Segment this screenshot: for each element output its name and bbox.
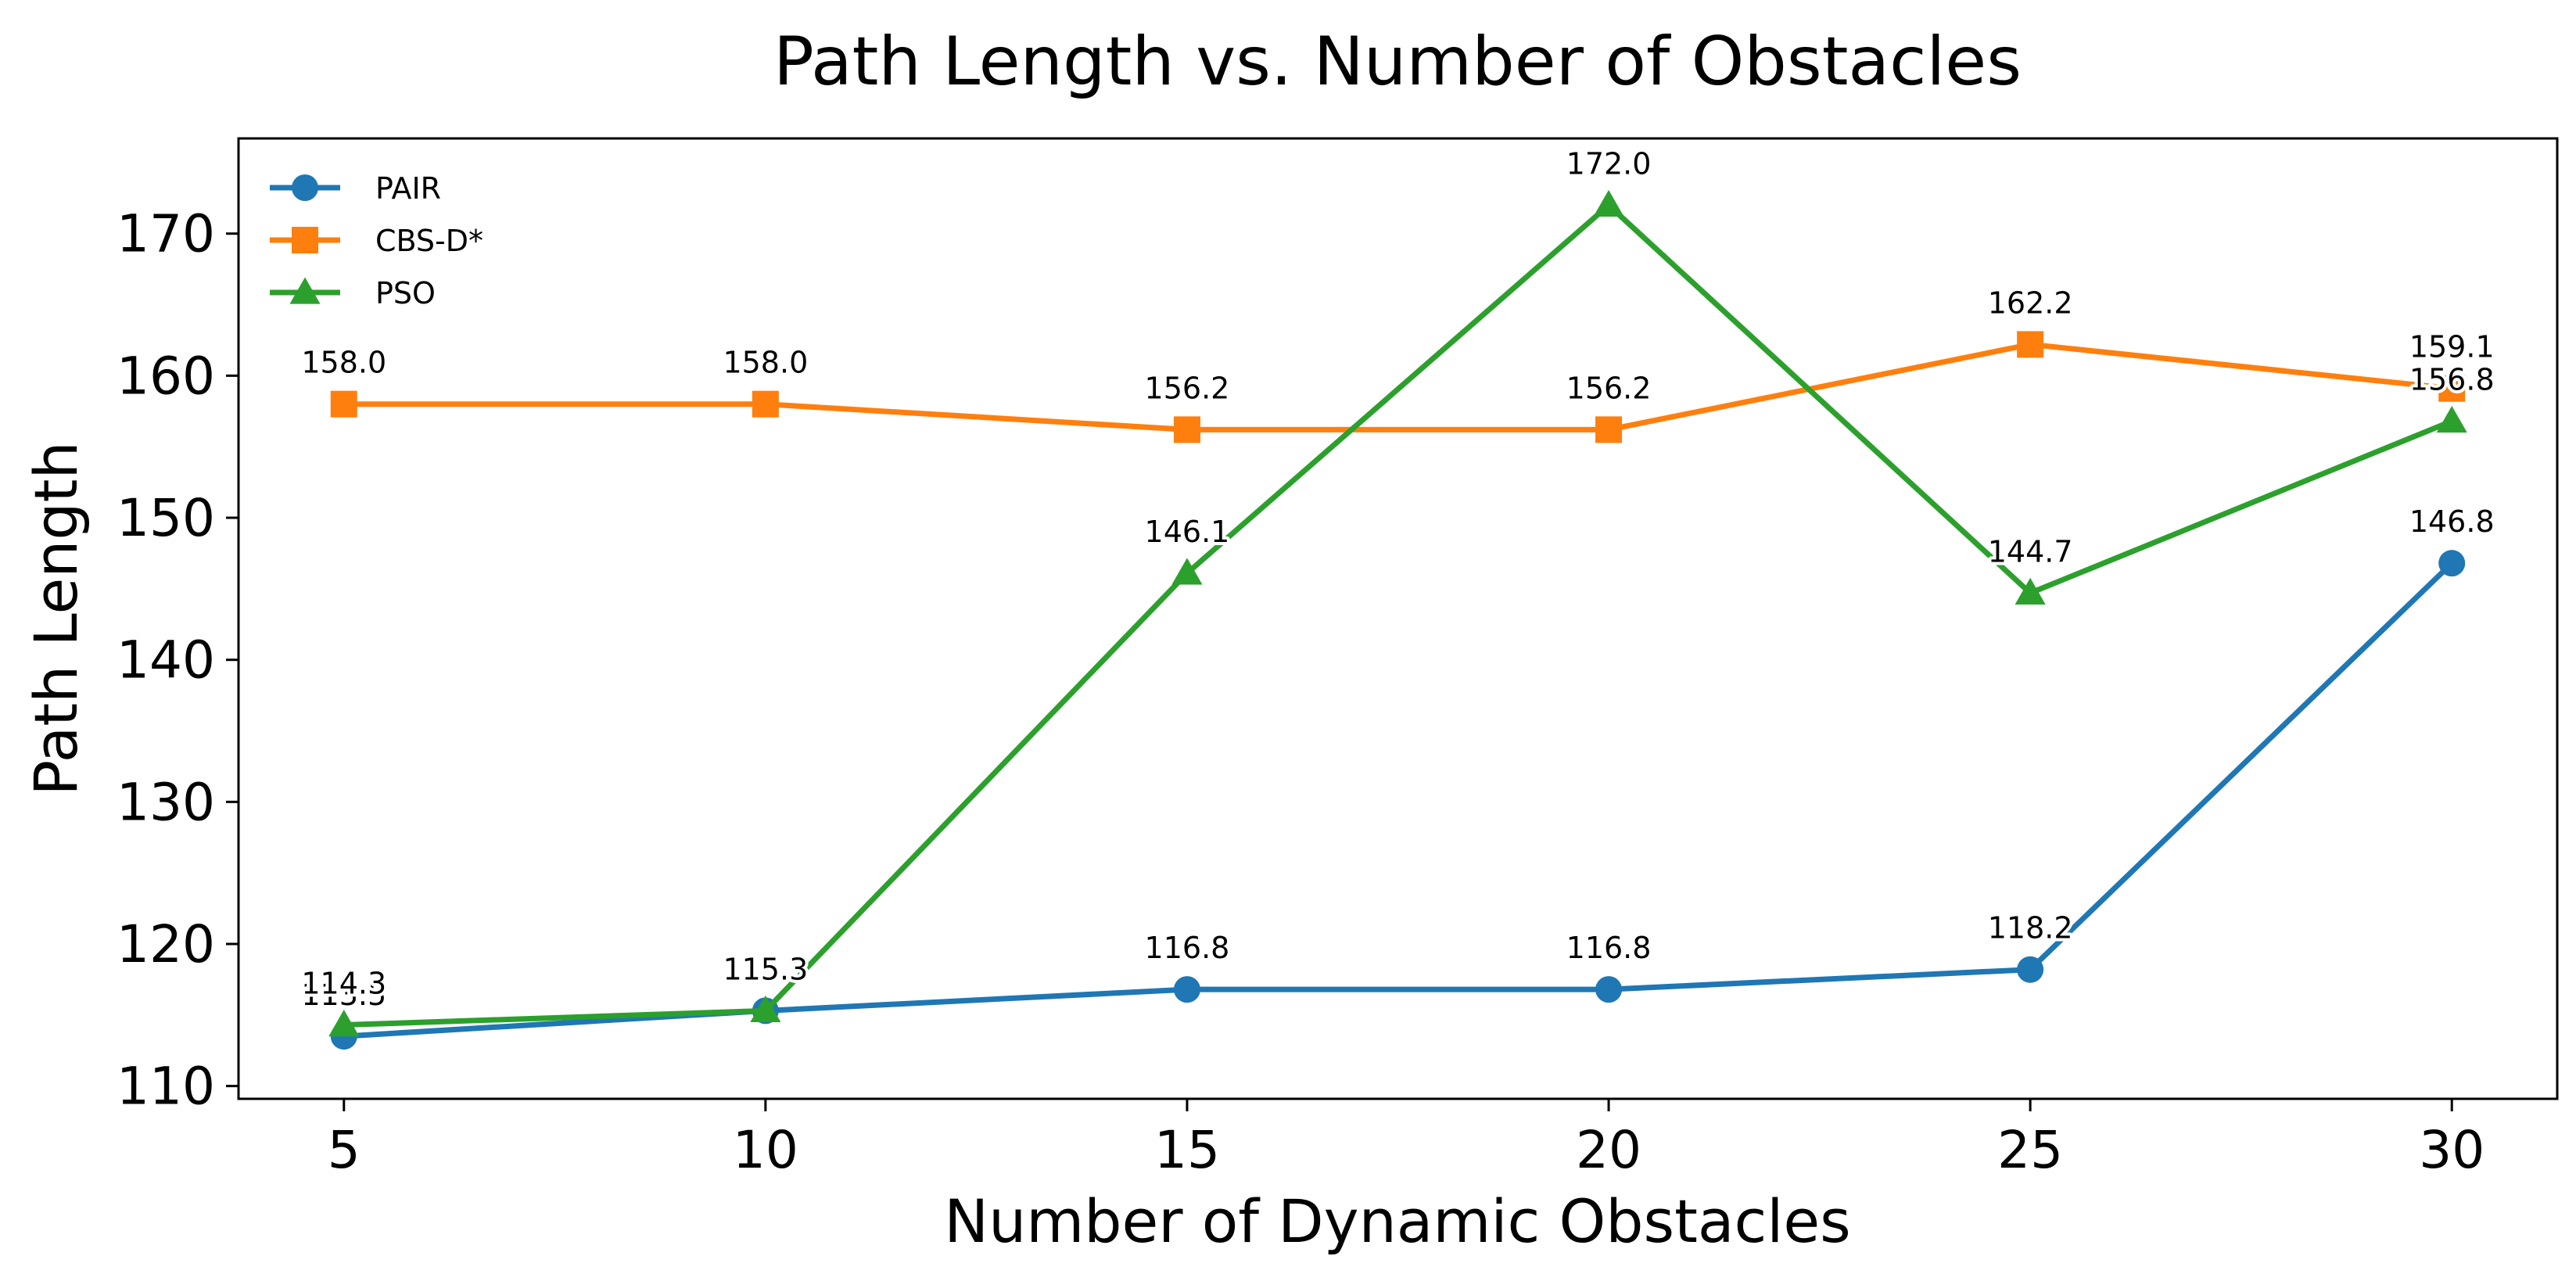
x-tick-label: 30 xyxy=(2419,1120,2485,1180)
data-point-cbs-d xyxy=(752,390,779,418)
y-tick-label: 160 xyxy=(117,346,215,406)
series-line-pso xyxy=(343,202,2453,1028)
x-tick-label: 10 xyxy=(733,1120,798,1180)
data-point-pair xyxy=(1595,976,1623,1003)
series-cbs-d xyxy=(330,331,2466,443)
series-pso xyxy=(328,189,2467,1037)
data-label-pso: 146.1 xyxy=(1145,515,1230,549)
x-tick-label: 25 xyxy=(1997,1120,2063,1180)
data-point-pair xyxy=(1173,976,1200,1003)
data-point-pso xyxy=(328,1009,360,1037)
data-point-pso xyxy=(2015,577,2046,605)
x-tick-label: 15 xyxy=(1154,1120,1220,1180)
y-axis: 110 120 130 140 150 160 170 xyxy=(117,204,239,1117)
data-point-pso xyxy=(2436,405,2467,433)
data-label-cbs-d: 158.0 xyxy=(723,346,808,380)
data-label-pso: 115.3 xyxy=(723,952,808,986)
data-point-cbs-d xyxy=(330,390,357,418)
legend-marker xyxy=(292,174,318,201)
data-label-pair: 116.8 xyxy=(1145,931,1230,965)
data-point-pso xyxy=(1171,558,1203,585)
data-point-pair xyxy=(2438,550,2466,577)
x-axis: 5 10 15 20 25 30 xyxy=(328,1099,2485,1180)
series-layer xyxy=(328,189,2467,1050)
y-tick-label: 130 xyxy=(117,772,215,832)
data-label-cbs-d: 156.2 xyxy=(1145,371,1230,405)
y-tick-label: 110 xyxy=(117,1057,215,1117)
y-tick-label: 170 xyxy=(117,204,215,264)
legend-item-cbs-d: CBS-D* xyxy=(270,224,483,258)
data-label-pair: 118.2 xyxy=(1988,911,2073,946)
data-label-cbs-d: 158.0 xyxy=(301,346,386,380)
legend-marker xyxy=(289,277,321,304)
data-label-pair: 146.8 xyxy=(2409,504,2495,539)
data-point-cbs-d xyxy=(1173,416,1200,443)
legend-label: PSO xyxy=(375,276,436,310)
legend: PAIR CBS-D* PSO xyxy=(270,171,483,310)
data-label-pair: 115.3 xyxy=(723,952,808,986)
legend-marker xyxy=(292,227,318,253)
data-label-cbs-d: 162.2 xyxy=(1988,285,2073,320)
legend-label: PAIR xyxy=(375,171,441,206)
legend-item-pso: PSO xyxy=(270,276,436,310)
data-label-pso: 156.8 xyxy=(2409,362,2495,397)
data-label-pso: 114.3 xyxy=(301,967,386,1001)
data-label-pair: 116.8 xyxy=(1566,931,1652,965)
data-label-cbs-d: 156.2 xyxy=(1566,371,1652,405)
y-axis-label: Path Length xyxy=(21,441,91,795)
data-point-pair xyxy=(2017,956,2044,983)
data-point-cbs-d xyxy=(2438,375,2466,402)
data-label-cbs-d: 159.1 xyxy=(2409,330,2495,364)
data-point-cbs-d xyxy=(1595,416,1623,443)
data-label-pso: 172.0 xyxy=(1566,146,1652,181)
y-tick-label: 120 xyxy=(117,914,215,974)
series-line-cbs-d xyxy=(343,341,2452,432)
chart-title: Path Length vs. Number of Obstacles xyxy=(773,23,2022,101)
data-label-pso: 144.7 xyxy=(1988,534,2073,569)
y-tick-label: 140 xyxy=(117,630,215,691)
data-point-pso xyxy=(750,995,781,1023)
data-point-pso xyxy=(1593,189,1624,217)
data-label-pair: 113.5 xyxy=(301,978,386,1012)
legend-item-pair: PAIR xyxy=(270,171,441,206)
x-axis-label: Number of Dynamic Obstacles xyxy=(944,1186,1850,1256)
data-labels: 113.5 115.3 116.8 116.8 118.2 146.8 158.0 158.0… xyxy=(298,143,2497,1015)
y-tick-label: 150 xyxy=(117,488,215,548)
x-tick-label: 20 xyxy=(1576,1120,1641,1180)
x-tick-label: 5 xyxy=(328,1120,361,1180)
legend-label: CBS-D* xyxy=(375,224,483,258)
data-point-cbs-d xyxy=(2017,331,2044,358)
plot-area xyxy=(237,137,2559,1100)
